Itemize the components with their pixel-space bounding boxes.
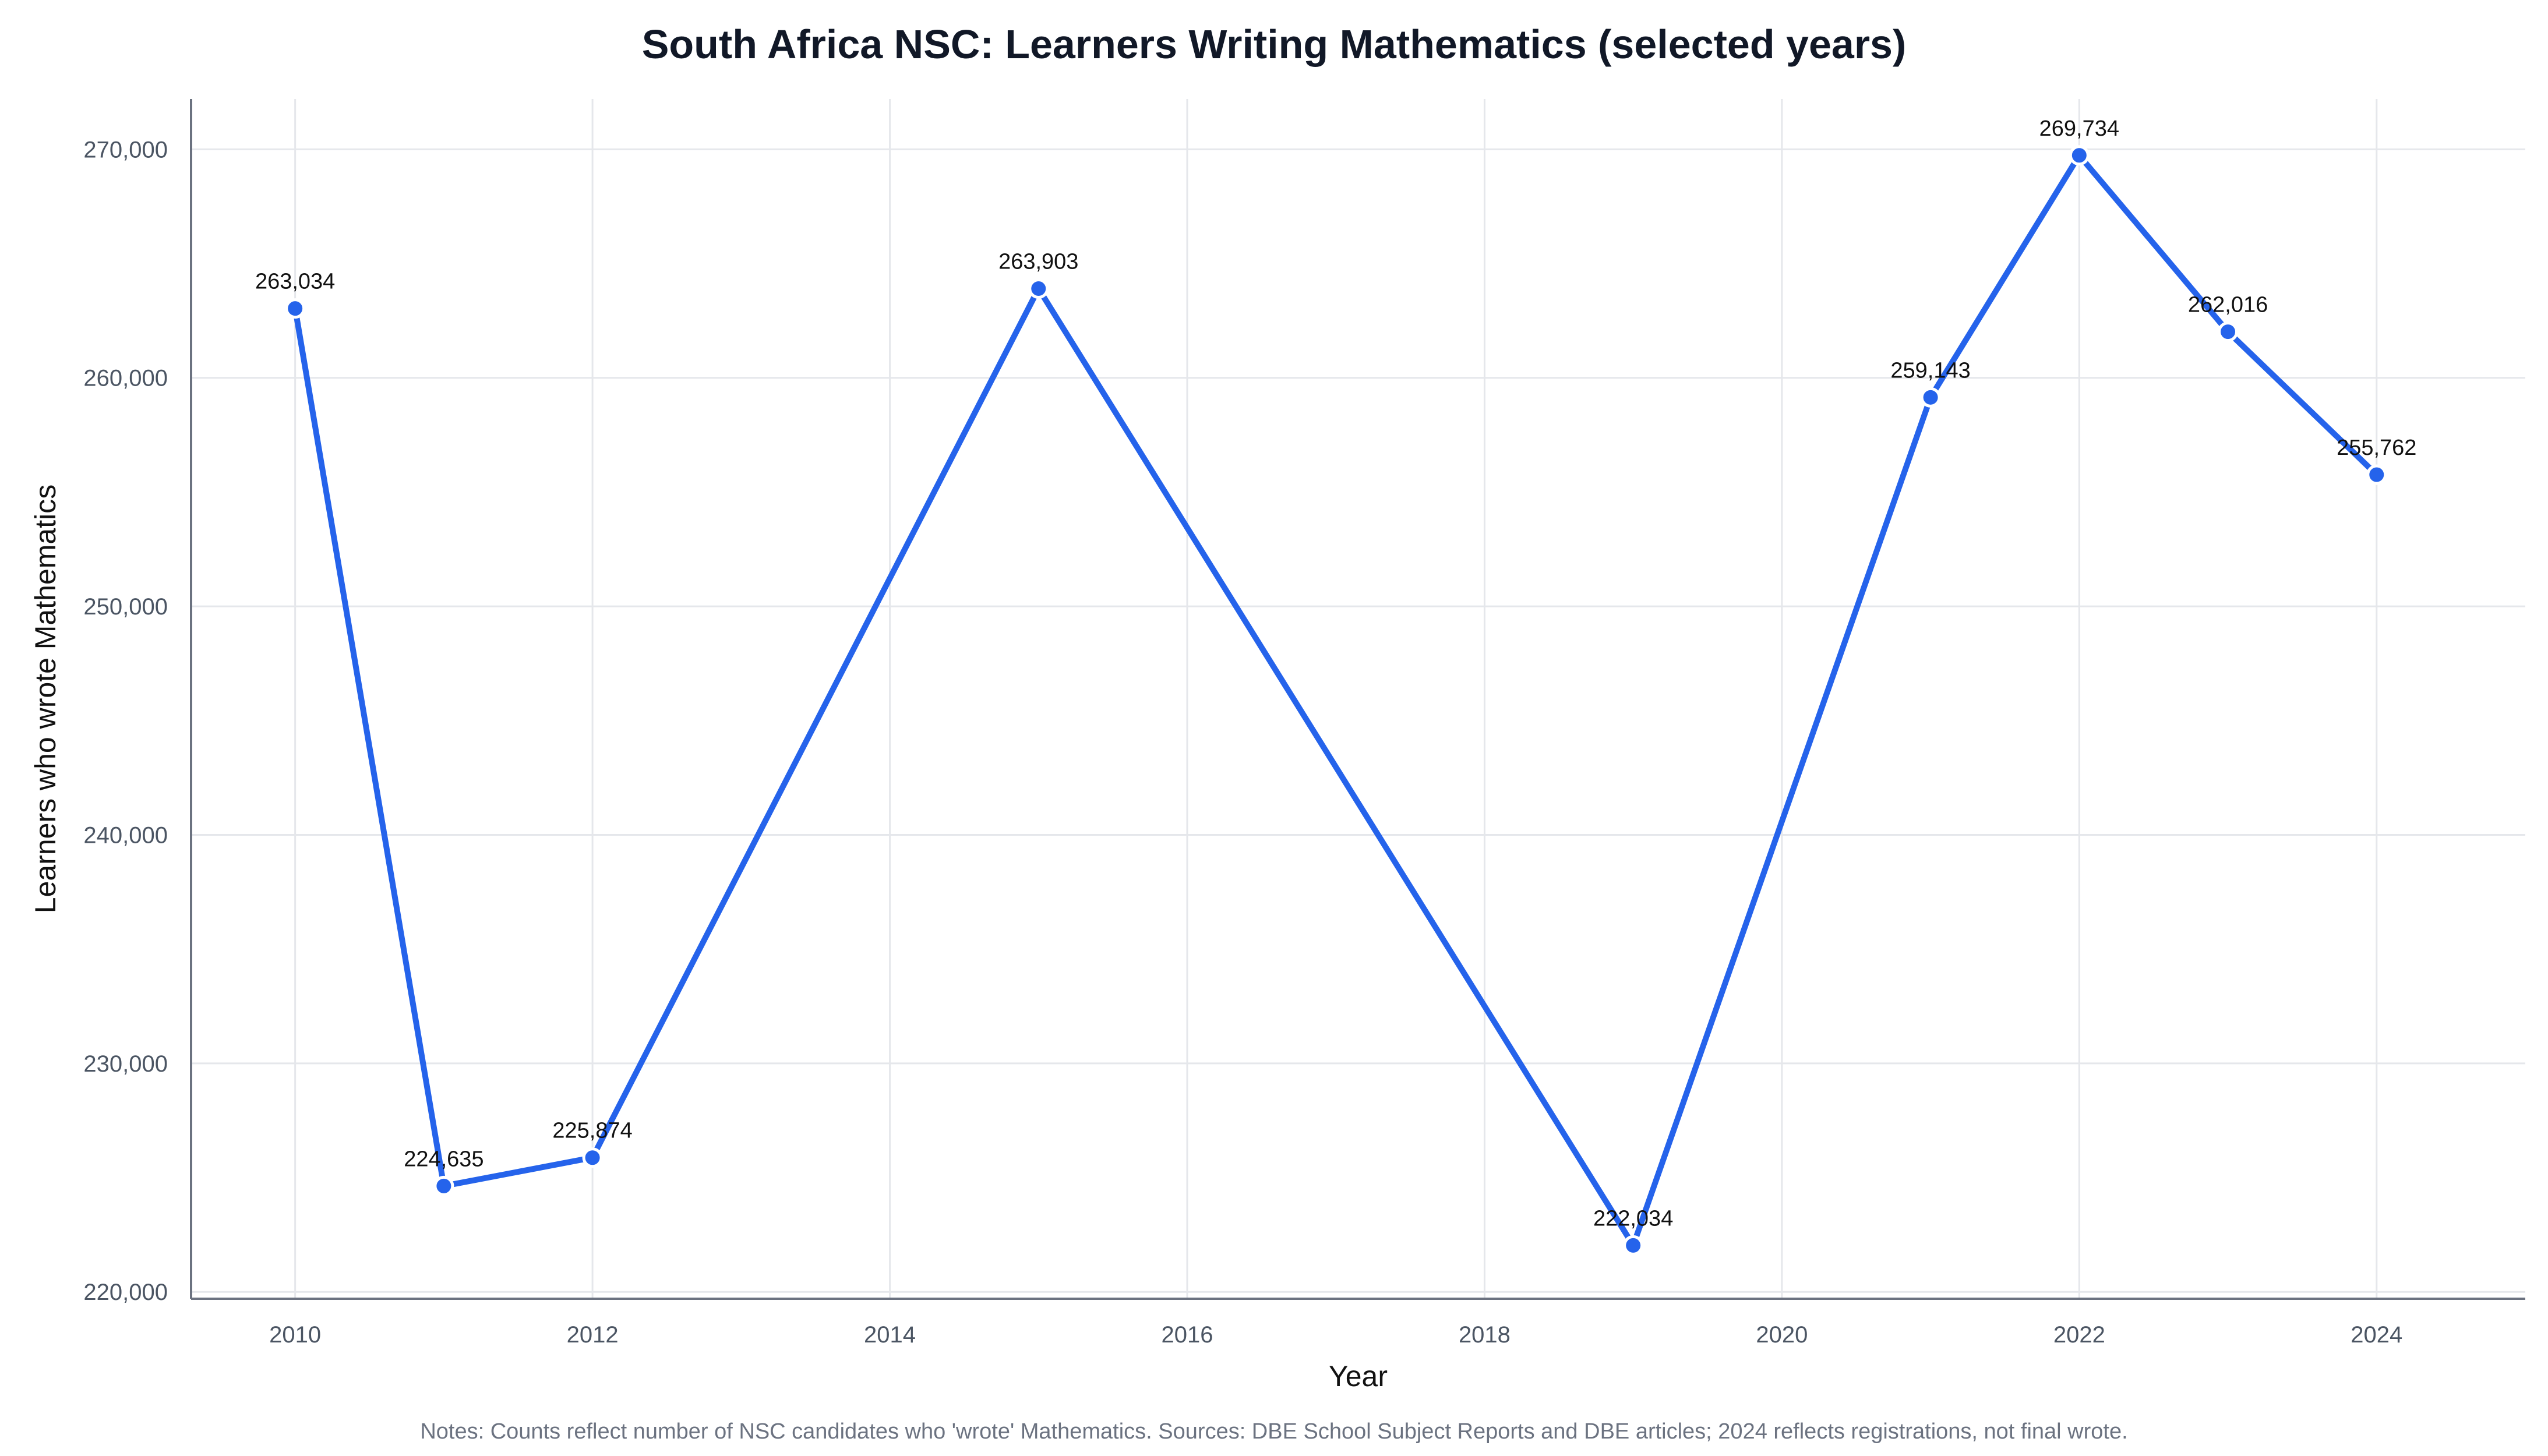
y-tick-label: 270,000 — [83, 137, 168, 162]
x-tick-label: 2012 — [567, 1322, 619, 1348]
data-point — [2366, 464, 2387, 485]
data-label: 255,762 — [2337, 436, 2416, 460]
y-tick-label: 260,000 — [83, 366, 168, 391]
x-tick-label: 2010 — [269, 1322, 321, 1348]
y-tick-label: 220,000 — [83, 1280, 168, 1305]
data-label: 225,874 — [552, 1119, 632, 1143]
data-label: 262,016 — [2188, 293, 2268, 317]
data-point — [433, 1175, 454, 1196]
x-tick-label: 2020 — [1756, 1322, 1808, 1348]
data-labels: 263,034 224,635 225,874 263,903 222,034 259,1… — [255, 116, 2416, 1231]
data-point — [1920, 387, 1941, 408]
series — [285, 145, 2387, 1256]
data-label: 263,034 — [255, 270, 335, 294]
chart-note: Notes: Counts reflect number of NSC cand… — [420, 1419, 2128, 1444]
x-tick-label: 2016 — [1162, 1322, 1213, 1348]
data-point — [582, 1147, 603, 1168]
data-point — [2218, 321, 2239, 342]
y-tick-label: 240,000 — [83, 822, 168, 848]
axes — [190, 99, 2525, 1300]
y-tick-label: 250,000 — [83, 594, 168, 620]
x-tick-label: 2024 — [2351, 1322, 2402, 1348]
y-axis-title: Learners who wrote Mathematics — [29, 485, 62, 913]
data-label: 224,635 — [404, 1147, 484, 1171]
x-tick-label: 2022 — [2053, 1322, 2105, 1348]
data-point — [2069, 145, 2090, 166]
data-label: 263,903 — [998, 250, 1078, 274]
data-label: 269,734 — [2039, 116, 2119, 141]
grid-lines — [191, 99, 2525, 1299]
x-tick-label: 2014 — [864, 1322, 916, 1348]
y-tick-label: 230,000 — [83, 1051, 168, 1077]
series-line — [292, 152, 2380, 1249]
data-label: 259,143 — [1890, 358, 1970, 383]
chart-title: South Africa NSC: Learners Writing Mathe… — [641, 22, 1907, 67]
x-tick-label: 2018 — [1459, 1322, 1511, 1348]
x-axis-title: Year — [1329, 1360, 1388, 1393]
data-point — [1623, 1235, 1644, 1256]
data-point — [285, 298, 306, 319]
data-point — [1028, 278, 1049, 299]
tick-labels: 2010 2012 2014 2016 2018 2020 2022 2024 220,000 2… — [83, 137, 2402, 1348]
data-label: 222,034 — [1593, 1206, 1673, 1231]
